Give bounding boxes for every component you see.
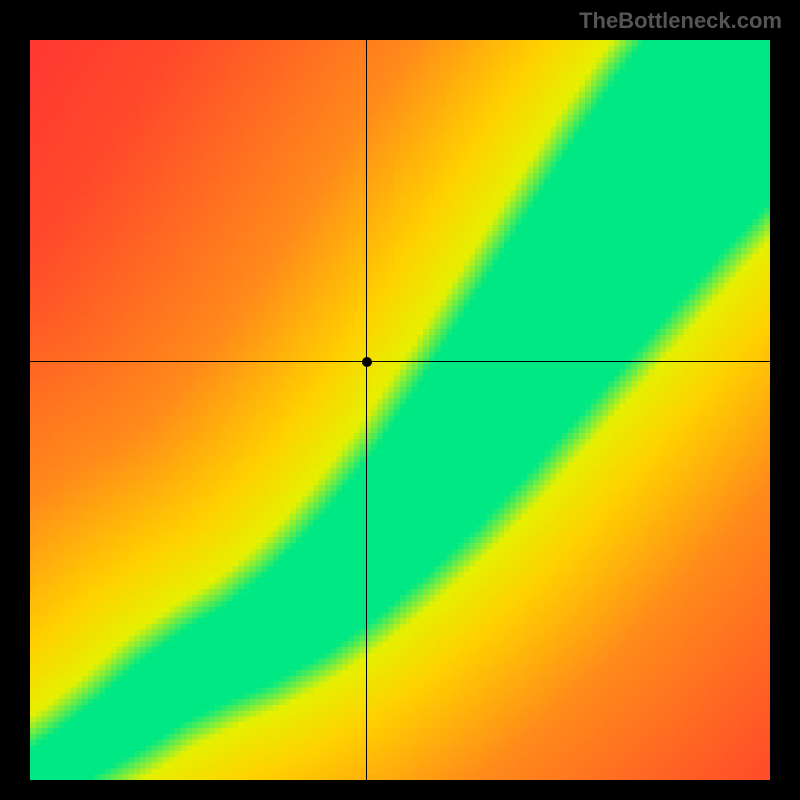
crosshair-horizontal: [30, 361, 770, 362]
crosshair-vertical: [366, 40, 367, 780]
watermark-text: TheBottleneck.com: [579, 8, 782, 34]
crosshair-marker-dot: [362, 357, 372, 367]
chart-container: { "watermark": { "text": "TheBottleneck.…: [0, 0, 800, 800]
plot-area: [30, 40, 770, 780]
heatmap-canvas: [30, 40, 770, 780]
